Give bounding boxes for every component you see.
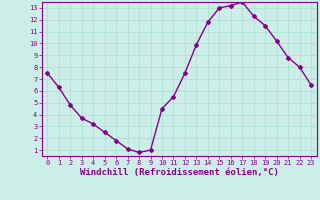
X-axis label: Windchill (Refroidissement éolien,°C): Windchill (Refroidissement éolien,°C): [80, 168, 279, 177]
